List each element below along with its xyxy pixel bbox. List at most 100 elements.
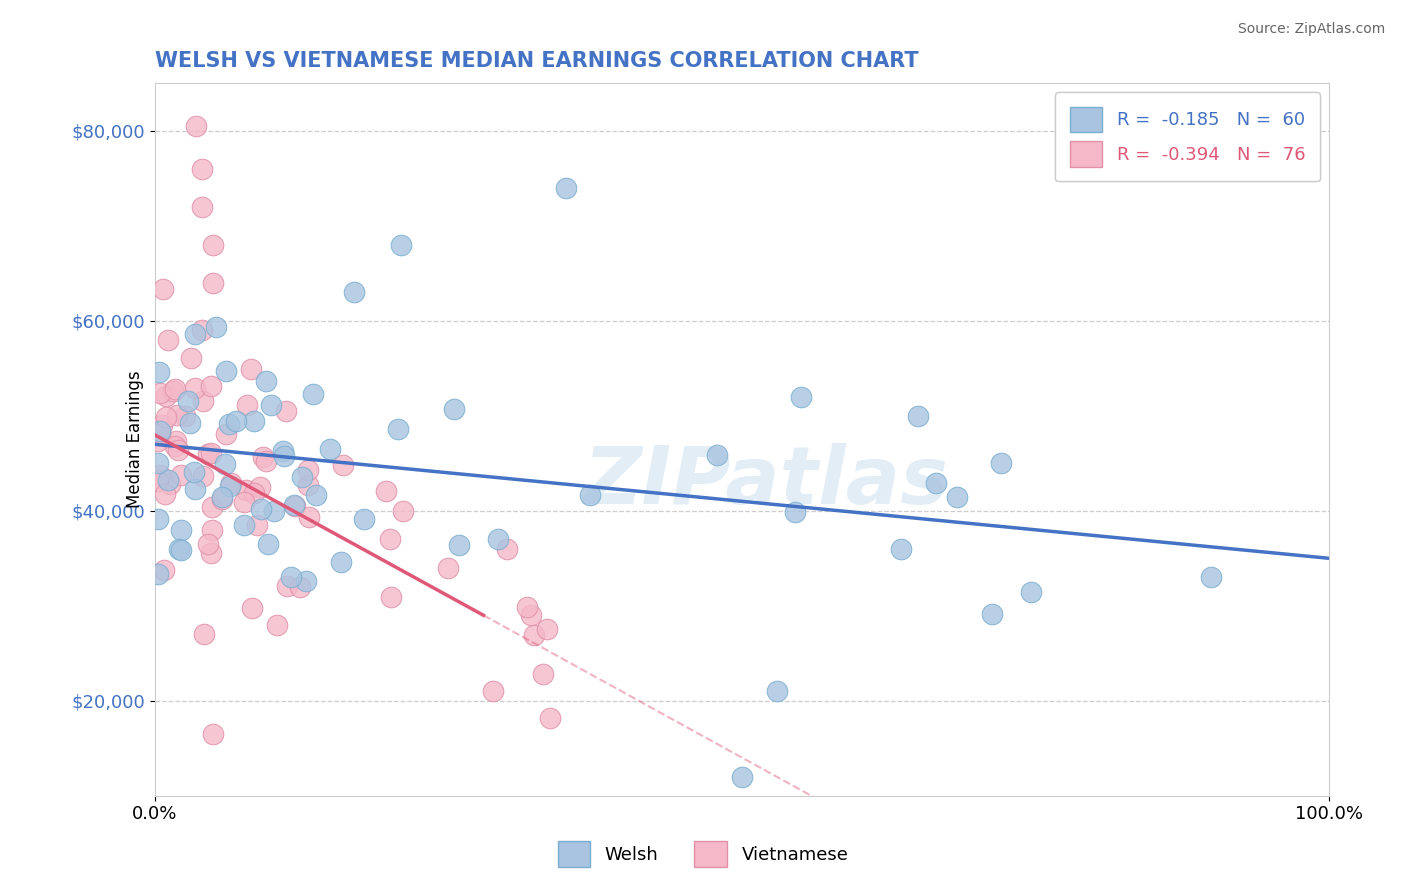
Point (148, 365, 170, 379)
Point (146, 425, 169, 439)
Legend: R =  -0.185   N =  60, R =  -0.394   N =  76: R = -0.185 N = 60, R = -0.394 N = 76 (1056, 93, 1320, 181)
Point (380, 590, 402, 604)
Point (205, 319, 228, 334)
Point (263, 503, 285, 517)
Point (193, 627, 215, 641)
Point (153, 487, 176, 501)
Point (183, 465, 205, 479)
Point (159, 477, 181, 491)
Point (301, 387, 323, 401)
Point (155, 410, 177, 425)
Point (165, 434, 187, 448)
Point (297, 477, 319, 491)
Point (150, 418, 173, 433)
Point (516, 600, 538, 615)
Point (146, 434, 169, 449)
Point (257, 537, 280, 551)
Point (523, 628, 546, 642)
Point (731, 770, 754, 784)
Point (266, 618, 288, 632)
Point (184, 380, 207, 394)
Point (319, 442, 342, 456)
Point (520, 608, 543, 623)
Point (298, 510, 321, 524)
Point (276, 579, 298, 593)
Point (481, 684, 503, 698)
Point (288, 580, 311, 594)
Point (1201, 570, 1223, 584)
Point (146, 512, 169, 526)
Point (297, 463, 319, 477)
Point (890, 541, 912, 556)
Point (283, 498, 305, 512)
Point (387, 422, 409, 436)
Point (211, 490, 233, 504)
Point (766, 684, 789, 698)
Point (201, 524, 224, 538)
Point (389, 237, 412, 252)
Point (249, 480, 271, 494)
Point (200, 379, 222, 393)
Point (284, 499, 307, 513)
Point (152, 282, 174, 296)
Point (925, 475, 948, 490)
Point (531, 666, 554, 681)
Point (280, 570, 302, 584)
Point (200, 546, 222, 560)
Point (215, 426, 238, 441)
Point (378, 533, 401, 547)
Point (197, 446, 219, 460)
Point (243, 486, 266, 500)
Point (225, 413, 247, 427)
Text: ZIPatlas: ZIPatlas (582, 443, 948, 521)
Point (193, 394, 215, 409)
Point (554, 181, 576, 195)
Point (170, 543, 193, 558)
Point (169, 541, 191, 556)
Point (177, 394, 200, 409)
Point (170, 468, 193, 483)
Point (146, 474, 169, 488)
Point (273, 449, 295, 463)
Point (437, 561, 460, 575)
Point (184, 119, 207, 133)
Point (332, 458, 354, 472)
Point (232, 495, 254, 509)
Point (579, 488, 602, 502)
Point (392, 503, 415, 517)
Point (246, 517, 269, 532)
Point (201, 500, 224, 515)
Point (273, 444, 295, 458)
Point (235, 398, 257, 412)
Point (146, 567, 169, 582)
Point (538, 711, 561, 725)
Point (146, 456, 169, 470)
Point (304, 488, 326, 502)
Point (166, 408, 188, 422)
Point (232, 517, 254, 532)
Point (149, 385, 172, 400)
Point (157, 473, 180, 487)
Point (215, 364, 238, 378)
Point (184, 482, 207, 496)
Point (180, 351, 202, 365)
Point (252, 450, 274, 465)
Legend: Welsh, Vietnamese: Welsh, Vietnamese (551, 834, 855, 874)
Point (202, 237, 225, 252)
Point (170, 523, 193, 537)
Point (155, 389, 177, 403)
Point (149, 424, 172, 438)
Y-axis label: Median Earnings: Median Earnings (125, 371, 143, 508)
Point (167, 443, 190, 458)
Point (157, 333, 180, 347)
Text: WELSH VS VIETNAMESE MEDIAN EARNINGS CORRELATION CHART: WELSH VS VIETNAMESE MEDIAN EARNINGS CORR… (155, 51, 918, 70)
Point (907, 409, 929, 423)
Point (276, 404, 298, 418)
Point (250, 502, 273, 516)
Point (235, 483, 257, 498)
Point (191, 468, 214, 483)
Point (254, 454, 277, 468)
Point (343, 285, 366, 300)
Point (254, 374, 277, 388)
Point (946, 490, 969, 504)
